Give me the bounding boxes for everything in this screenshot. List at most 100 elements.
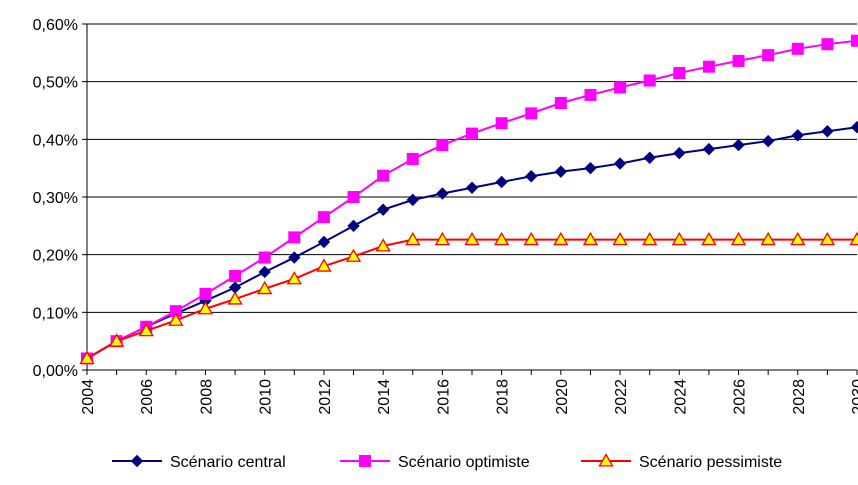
data-point [286, 271, 302, 285]
data-point [554, 97, 567, 110]
legend-label: Scénario optimiste [398, 454, 530, 471]
data-point [702, 142, 716, 156]
data-point [790, 231, 806, 246]
data-point [434, 231, 451, 246]
data-point [257, 280, 273, 295]
data-point [347, 191, 360, 203]
x-tick-label: 2012 [317, 379, 334, 415]
x-tick-label: 2028 [791, 379, 808, 415]
data-point [406, 193, 419, 207]
data-point [377, 169, 390, 182]
data-point [317, 235, 331, 249]
x-tick-label: 2010 [258, 379, 275, 415]
data-point [436, 139, 449, 152]
data-point [495, 117, 508, 130]
data-point [584, 88, 597, 101]
x-tick-label: 2008 [198, 379, 215, 415]
x-tick-label: 2020 [554, 379, 571, 415]
data-point [673, 146, 686, 160]
data-point [762, 49, 775, 62]
data-point [732, 54, 745, 67]
x-tick-label: 2026 [732, 379, 749, 415]
data-point [316, 258, 332, 272]
data-point [168, 312, 184, 326]
data-point [819, 231, 836, 246]
data-point [130, 454, 144, 468]
data-point [345, 248, 362, 262]
data-point [598, 453, 614, 467]
y-tick-labels: 0,00% 0,10% 0,20% 0,30% 0,40% 0,50% 0,60% [33, 17, 78, 380]
data-point [584, 161, 597, 175]
data-point [582, 231, 599, 246]
data-point [258, 251, 271, 264]
data-point [849, 231, 858, 246]
legend-label: Scénario central [170, 454, 286, 471]
data-point [466, 127, 478, 140]
data-point [359, 455, 371, 467]
data-point [760, 231, 776, 246]
data-point [525, 107, 538, 120]
y-tick-label: 0,10% [33, 305, 78, 322]
data-point [791, 129, 804, 142]
data-point [258, 265, 271, 279]
series-lines [79, 34, 858, 365]
x-tick-label: 2024 [672, 379, 689, 415]
data-point [525, 170, 538, 183]
data-point [317, 211, 330, 224]
legend-label: Scénario pessimiste [639, 454, 782, 471]
data-point [643, 151, 656, 164]
data-point [614, 81, 627, 94]
x-tick-label: 2004 [80, 379, 97, 415]
x-tick-label: 2022 [613, 379, 630, 415]
data-point [405, 231, 421, 246]
data-point [464, 231, 480, 246]
series-group [81, 34, 858, 365]
data-point [821, 125, 834, 138]
data-point [288, 251, 301, 264]
data-point [613, 157, 627, 170]
data-point [376, 203, 390, 216]
data-point [730, 231, 747, 246]
data-point [701, 231, 717, 246]
x-tick-label: 2016 [435, 379, 452, 415]
data-point [375, 238, 391, 252]
data-point [643, 74, 656, 87]
data-point [108, 333, 125, 347]
series-group [79, 231, 858, 364]
x-tick-label: 2018 [495, 379, 512, 415]
y-tick-label: 0,40% [33, 132, 78, 149]
legend-item: Scénario central [112, 454, 286, 471]
x-tick-labels: 2004 2006 2008 2010 2012 2014 2016 2018 2020 2022… [80, 379, 858, 415]
y-tick-label: 0,00% [33, 363, 78, 380]
data-point [169, 305, 182, 318]
data-point [702, 60, 715, 73]
legend-item: Scénario pessimiste [581, 453, 782, 471]
data-point [288, 231, 301, 244]
axes [82, 23, 858, 375]
x-tick-label: 2030 [850, 379, 858, 415]
data-point [821, 38, 834, 51]
data-point [138, 322, 154, 337]
data-point [495, 175, 508, 189]
data-point [553, 231, 569, 246]
data-point [523, 231, 539, 246]
data-point [406, 152, 419, 165]
data-point [436, 187, 449, 200]
legend-item: Scénario optimiste [340, 454, 530, 471]
y-tick-label: 0,30% [33, 190, 78, 207]
data-point [791, 42, 804, 55]
data-point [347, 219, 360, 233]
legend: Scénario central Scénario optimiste Scénar… [112, 453, 782, 471]
data-point [465, 181, 479, 194]
data-point [199, 287, 212, 300]
data-point [554, 165, 568, 178]
data-point [851, 34, 858, 47]
data-point [732, 138, 745, 152]
data-point [493, 231, 510, 246]
data-point [227, 291, 243, 305]
data-point [229, 270, 242, 283]
x-tick-label: 2006 [139, 379, 156, 415]
data-point [761, 134, 775, 148]
data-point [673, 67, 686, 80]
